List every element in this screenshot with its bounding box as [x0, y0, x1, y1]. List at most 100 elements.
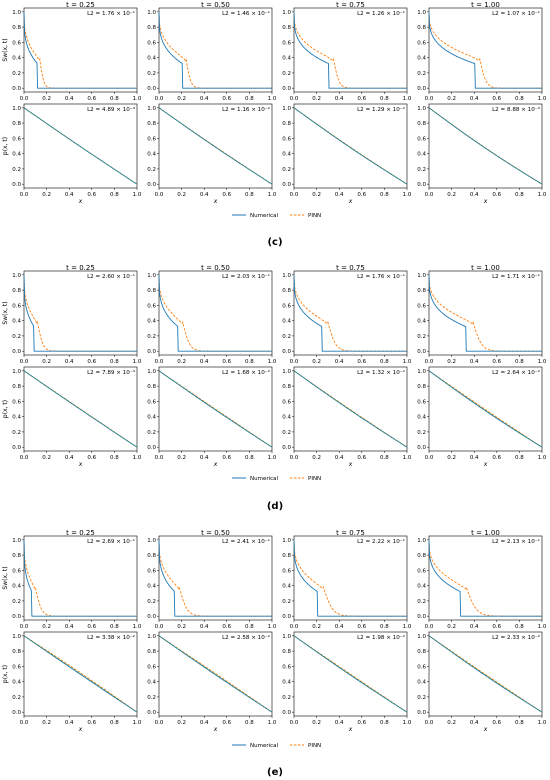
saturation-axes: 0.0 0.2 0.4 0.6 0.8 1.0 0.0 0.2 0.4 0.6 0.8 1.0 L2 =… — [417, 535, 547, 630]
x-axis-label: x — [348, 726, 353, 733]
saturation-axes: 0.0 0.2 0.4 0.6 0.8 1.0 0.0 0.2 0.4 0.6 0.8 1.0 L2 =… — [417, 270, 547, 365]
x-tick-label: 0.6 — [87, 359, 96, 365]
l2-error-pressure: L2 = 3.38 × 10⁻² — [87, 634, 135, 641]
x-tick-label: 1.0 — [538, 624, 547, 630]
l2-error-pressure: L2 = 7.89 × 10⁻³ — [87, 369, 135, 376]
x-tick-label: 1.0 — [403, 96, 412, 102]
y-tick-label: 0.6 — [282, 40, 291, 46]
x-tick-label: 0.0 — [425, 720, 434, 726]
legend-pinn-label: PINN — [308, 476, 321, 482]
x-tick-label: 1.0 — [268, 192, 277, 198]
x-axis-label: x — [213, 461, 218, 468]
y-tick-label: 0.2 — [12, 430, 21, 436]
pressure-axes: 0.0 0.2 0.4 0.6 0.8 1.0 0.0 0.2 0.4 0.6 0.8 1.0 L2 =… — [282, 366, 412, 461]
l2-error-saturation: L2 = 1.07 × 10⁻¹ — [492, 10, 540, 17]
x-tick-label: 1.0 — [133, 624, 142, 630]
y-tick-label: 0.6 — [282, 399, 291, 405]
y-tick-label: 0.8 — [147, 384, 156, 390]
legend-pinn-label: PINN — [308, 743, 321, 749]
y-tick-label: 1.0 — [147, 273, 156, 279]
l2-error-saturation: L2 = 2.22 × 10⁻¹ — [357, 538, 405, 545]
x-tick-label: 0.4 — [65, 624, 74, 630]
x-tick-label: 0.8 — [515, 720, 524, 726]
x-tick-label: 0.4 — [65, 720, 74, 726]
x-tick-label: 0.8 — [110, 624, 119, 630]
y-tick-label: 1.0 — [417, 106, 426, 112]
x-tick-label: 0.2 — [177, 359, 186, 365]
y-tick-label: 0.4 — [12, 56, 21, 62]
x-tick-label: 0.4 — [335, 455, 344, 461]
y-tick-label: 1.0 — [147, 538, 156, 544]
y-tick-label: 0.4 — [417, 584, 426, 590]
y-tick-label: 0.6 — [417, 399, 426, 405]
pressure-axes: 0.0 0.2 0.4 0.6 0.8 1.0 0.0 0.2 0.4 0.6 0.8 1.0 L2 =… — [417, 103, 547, 198]
x-tick-label: 0.2 — [177, 455, 186, 461]
x-tick-label: 0.0 — [155, 359, 164, 365]
x-tick-label: 0.6 — [222, 359, 231, 365]
y-tick-label: 1.0 — [282, 273, 291, 279]
pinn-saturation-line — [293, 539, 407, 617]
y-tick-label: 0.0 — [147, 349, 156, 355]
y-tick-label: 0.8 — [417, 553, 426, 559]
y-tick-label: 0.4 — [12, 319, 21, 325]
legend: Numerical PINN — [232, 213, 321, 219]
y-tick-label: 1.0 — [417, 10, 426, 16]
pinn-pressure-line — [23, 635, 138, 713]
y-tick-label: 0.2 — [417, 71, 426, 77]
pressure-overlay-line — [293, 107, 408, 185]
numerical-pressure-line — [158, 635, 273, 713]
pinn-saturation-line — [158, 539, 272, 617]
y-tick-label: 0.4 — [12, 584, 21, 590]
x-tick-label: 0.2 — [177, 192, 186, 198]
x-tick-label: 0.4 — [200, 192, 209, 198]
y-tick-label: 0.2 — [417, 430, 426, 436]
y-tick-label: 0.4 — [282, 415, 291, 421]
pressure-axes: 0.0 0.2 0.4 0.6 0.8 1.0 0.0 0.2 0.4 0.6 0.8 1.0 L2 =… — [12, 631, 142, 726]
y-tick-label: 0.2 — [12, 71, 21, 77]
x-tick-label: 1.0 — [268, 359, 277, 365]
l2-error-pressure: L2 = 2.33 × 10⁻² — [492, 634, 540, 641]
numerical-saturation-line — [158, 539, 272, 617]
l2-error-saturation: L2 = 1.46 × 10⁻¹ — [222, 10, 270, 17]
y-tick-label: 0.0 — [147, 182, 156, 188]
pinn-pressure-line — [428, 107, 543, 185]
l2-error-saturation: L2 = 2.03 × 10⁻¹ — [222, 273, 270, 280]
y-tick-label: 0.6 — [12, 303, 21, 309]
legend-numerical-label: Numerical — [250, 476, 279, 482]
x-tick-label: 0.8 — [515, 455, 524, 461]
x-tick-label: 0.0 — [20, 192, 29, 198]
x-tick-label: 0.6 — [222, 720, 231, 726]
l2-error-pressure: L2 = 1.29 × 10⁻² — [357, 106, 405, 113]
x-tick-label: 0.2 — [447, 720, 456, 726]
y-tick-label: 0.8 — [282, 121, 291, 127]
numerical-saturation-line — [293, 11, 407, 89]
y-tick-label: 0.2 — [417, 334, 426, 340]
x-tick-label: 0.8 — [380, 455, 389, 461]
x-tick-label: 0.8 — [245, 192, 254, 198]
y-tick-label: 0.2 — [147, 167, 156, 173]
y-tick-label: 0.8 — [417, 288, 426, 294]
x-tick-label: 0.2 — [447, 96, 456, 102]
y-tick-label: 0.8 — [282, 288, 291, 294]
pressure-axes: 0.0 0.2 0.4 0.6 0.8 1.0 0.0 0.2 0.4 0.6 0.8 1.0 L2 =… — [417, 366, 547, 461]
subplot-title: t = 1.00 — [471, 529, 500, 537]
y-tick-label: 0.8 — [12, 25, 21, 31]
x-tick-label: 0.2 — [42, 359, 51, 365]
x-tick-label: 0.8 — [380, 720, 389, 726]
y-tick-label: 1.0 — [417, 369, 426, 375]
y-tick-label: 0.2 — [147, 430, 156, 436]
x-tick-label: 0.0 — [155, 96, 164, 102]
x-tick-label: 0.6 — [492, 192, 501, 198]
y-tick-label: 0.8 — [417, 25, 426, 31]
y-tick-label: 0.6 — [147, 40, 156, 46]
subfigure-label: (e) — [267, 767, 283, 778]
x-tick-label: 0.0 — [20, 624, 29, 630]
pressure-overlay-line — [293, 370, 408, 448]
subplot-title: t = 0.50 — [201, 529, 230, 537]
x-tick-label: 0.0 — [290, 624, 299, 630]
y-tick-label: 0.0 — [417, 349, 426, 355]
subplot-title: t = 0.75 — [336, 1, 365, 9]
x-tick-label: 0.8 — [380, 624, 389, 630]
numerical-saturation-line — [23, 539, 137, 617]
